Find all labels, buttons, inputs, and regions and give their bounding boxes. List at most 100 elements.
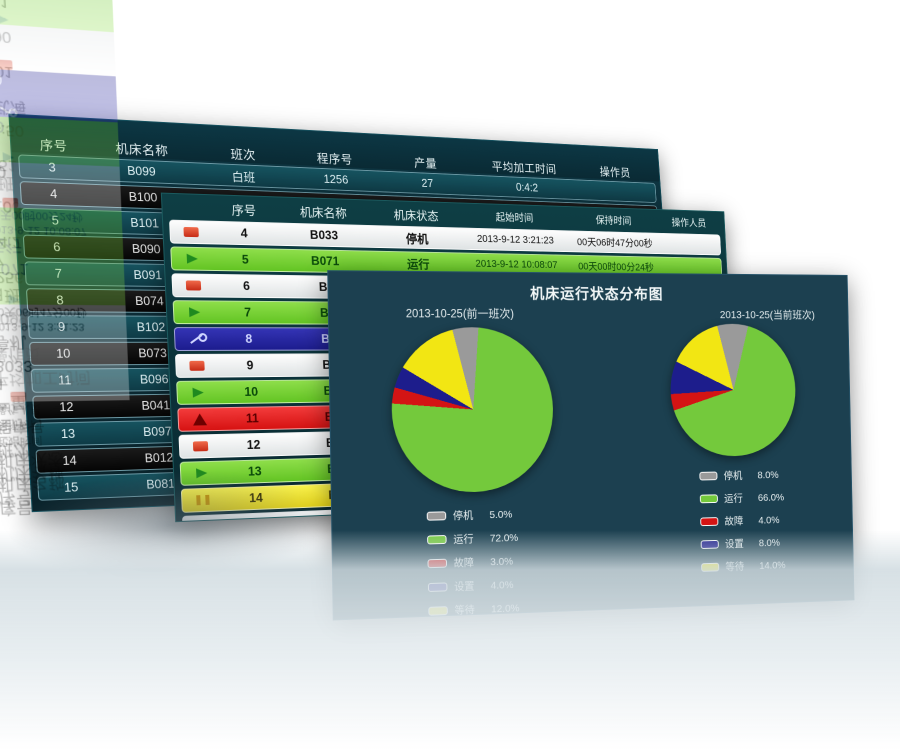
cell-operator [661, 244, 720, 245]
legend-value: 4.0% [758, 514, 780, 526]
status-icon-cell [177, 387, 219, 398]
cell-no: 5 [51, 213, 60, 228]
table-row[interactable]: 9B0 [0, 22, 116, 77]
legend-item[interactable]: 等待 12.0% [428, 601, 520, 619]
column-header-operator: 操作员 [599, 165, 631, 180]
status-column-header-no: 序号 [231, 203, 257, 218]
cell-machine: B0 [0, 0, 89, 4]
status-icon-cell [173, 280, 215, 291]
status-column-header-state: 机床状态 [393, 208, 439, 223]
stop-icon [9, 391, 26, 402]
cell-shift [0, 60, 76, 67]
legend-item[interactable]: 运行 66.0% [699, 490, 785, 506]
legend-swatch-设置 [700, 539, 719, 550]
right-pie-chart[interactable] [669, 323, 797, 458]
cell-machine: B071 [310, 254, 340, 269]
status-icon-cell [176, 360, 218, 371]
legend-item[interactable]: 设置 4.0% [427, 577, 519, 595]
warning-icon [192, 413, 207, 426]
cell-no: 12 [58, 400, 74, 415]
legend-swatch-停机 [699, 471, 718, 481]
cell-no: 14 [62, 453, 78, 468]
cell-no: 12 [246, 437, 261, 453]
cell-operator [0, 68, 64, 73]
legend-item[interactable]: 停机 5.0% [426, 507, 518, 524]
status-icon-cell [170, 226, 212, 238]
status-icon-cell [175, 333, 217, 345]
cell-no: 5 [241, 252, 249, 267]
run-icon [189, 307, 201, 318]
cell-start-time [0, 68, 116, 76]
cell-program [0, 25, 82, 33]
cell-no: 9 [0, 41, 53, 63]
legend-value: 12.0% [490, 601, 520, 615]
legend-item[interactable]: 等待 14.0% [701, 558, 786, 575]
cell-no: 6 [242, 279, 251, 294]
cell-state [0, 23, 90, 31]
legend-label: 设置 [724, 538, 744, 551]
cell-machine: B0 [0, 23, 91, 48]
stop-icon [193, 441, 209, 452]
legend-value: 5.0% [489, 508, 513, 521]
cell-operator [0, 23, 62, 29]
cell-no: 11 [245, 411, 260, 426]
cell-machine: B091 [0, 0, 10, 11]
legend-swatch-故障 [700, 517, 719, 527]
legend-value: 14.0% [759, 559, 786, 572]
cell-no: 10 [55, 346, 71, 361]
legend-value: 3.0% [490, 555, 514, 568]
legend-label: 运行 [723, 492, 743, 505]
pie-graphic [390, 327, 555, 494]
cell-shift: 白班 [231, 170, 256, 185]
cell-no: 10 [244, 384, 259, 399]
legend-value: 8.0% [758, 536, 781, 549]
cell-program: 1256 [323, 172, 349, 187]
stop-icon [0, 59, 13, 71]
legend-swatch-等待 [428, 606, 448, 616]
dashboard-title: 机床运行状态分布图 [530, 285, 664, 303]
cell-machine: B101 [0, 60, 14, 81]
status-column-header-operator: 操作人员 [671, 217, 707, 229]
cell-machine: B033 [309, 228, 339, 243]
cell-start-time: 2013-9-12 10:08:07 [475, 258, 558, 271]
legend-label: 故障 [724, 515, 744, 528]
legend-item[interactable]: 故障 4.0% [700, 513, 785, 529]
cell-operator [581, 190, 655, 193]
pie-graphic [669, 323, 797, 458]
legend-label: 等待 [454, 604, 475, 617]
legend-swatch-设置 [427, 582, 448, 592]
legend-item[interactable]: 运行 72.0% [427, 530, 518, 547]
chart-dashboard-panel[interactable]: 机床运行状态分布图 2013-10-25(前一班次) 2013-10-25(当前… [327, 270, 855, 621]
legend-swatch-故障 [427, 558, 448, 569]
legend-item[interactable]: 设置 8.0% [700, 535, 786, 552]
cell-qty [0, 60, 84, 67]
cell-state: 停机 [405, 232, 429, 246]
legend-swatch-等待 [701, 562, 720, 572]
run-icon [0, 14, 9, 25]
panel-shadow [0, 470, 361, 580]
left-pie-chart[interactable] [390, 327, 555, 494]
status-column-header-machine: 机床名称 [299, 205, 348, 221]
cell-no: 6 [52, 240, 61, 255]
legend-label: 停机 [723, 470, 743, 482]
run-icon [7, 294, 20, 305]
cell-no: 7 [54, 266, 63, 281]
cell-no: 6 [0, 42, 40, 64]
status-column-header-start: 起始时间 [495, 211, 534, 225]
legend-item[interactable]: 故障 3.0% [427, 554, 518, 572]
legend-label: 故障 [453, 556, 475, 570]
legend-item[interactable]: 停机 8.0% [699, 467, 784, 483]
legend-value: 8.0% [757, 468, 779, 481]
status-icon-cell [0, 13, 25, 26]
right-pie-legend: 停机 8.0% 运行 66.0% 故障 4.0% 设置 8.0% 等待 14.0% [699, 467, 786, 583]
legend-value: 72.0% [489, 531, 519, 545]
legend-label: 停机 [452, 509, 474, 523]
run-icon [186, 253, 199, 264]
legend-swatch-运行 [699, 494, 718, 504]
